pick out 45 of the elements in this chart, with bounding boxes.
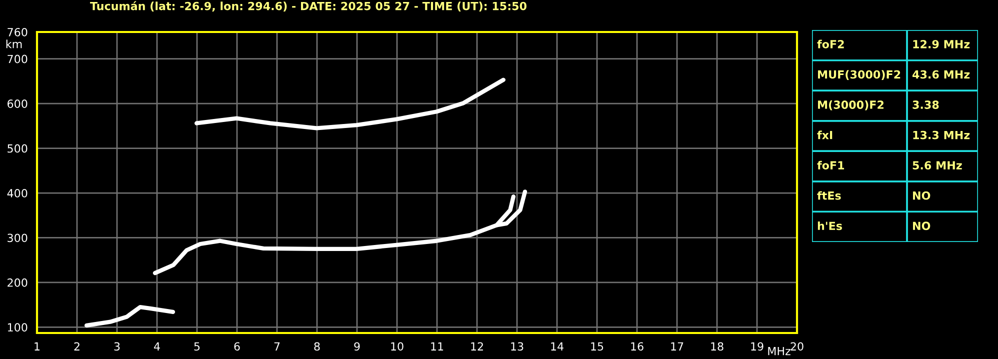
text: 43.6 MHz — [912, 70, 970, 79]
y-axis-title: km — [6, 40, 22, 48]
text: M(3000)F2 — [818, 100, 884, 110]
chart-title: Tucumán (lat: -26.9, lon: 294.6) - DATE: 2025 05 27 - TIME (UT): 15:50 — [90, 1, 526, 12]
y-tick-label: 100 — [8, 323, 28, 332]
y-tick-label: 700 — [8, 54, 28, 64]
x-tick-label: 10 — [391, 342, 404, 351]
x-tick-label: 16 — [631, 342, 644, 351]
y-tick-label: 300 — [8, 234, 28, 242]
text: ftEs — [817, 191, 841, 200]
x-tick-label: 17 — [671, 342, 684, 350]
text: 5.6 MHz — [912, 161, 962, 170]
x-tick-label: 4 — [154, 342, 160, 350]
x-tick-label: 7 — [274, 342, 280, 350]
y-tick-label: 500 — [8, 144, 28, 153]
x-tick-label: 2 — [74, 342, 80, 350]
y-tick-label: 760 — [8, 28, 28, 36]
x-tick-label: 20 — [790, 342, 804, 351]
x-tick-label: 5 — [194, 342, 200, 351]
text: MUF(3000)F2 — [818, 70, 900, 80]
text: NO — [913, 222, 930, 230]
x-tick-label: 12 — [471, 342, 483, 350]
y-tick-label: 600 — [8, 100, 28, 108]
x-tick-label: 9 — [354, 342, 360, 351]
x-tick-label: 19 — [751, 342, 764, 351]
text: 12.9 MHz — [913, 40, 970, 48]
x-tick-label: 6 — [234, 342, 240, 351]
x-tick-label: 18 — [711, 342, 724, 351]
x-axis-title: MHz — [768, 346, 790, 356]
x-tick-label: 15 — [591, 342, 604, 351]
x-tick-label: 1 — [34, 342, 40, 350]
x-tick-label: 3 — [114, 342, 120, 351]
text: foF1 — [817, 160, 844, 170]
text: 13.3 MHz — [913, 130, 970, 140]
text: foF2 — [817, 40, 844, 48]
text: NO — [913, 191, 930, 200]
text: fxI — [817, 130, 832, 140]
x-tick-label: 14 — [551, 342, 564, 350]
x-tick-label: 11 — [431, 342, 444, 350]
x-tick-label: 13 — [511, 342, 524, 351]
y-tick-label: 400 — [7, 188, 28, 198]
text: 3.38 — [912, 100, 939, 109]
x-tick-label: 8 — [314, 342, 320, 351]
text: h'Es — [818, 221, 842, 230]
y-tick-label: 200 — [8, 278, 28, 287]
